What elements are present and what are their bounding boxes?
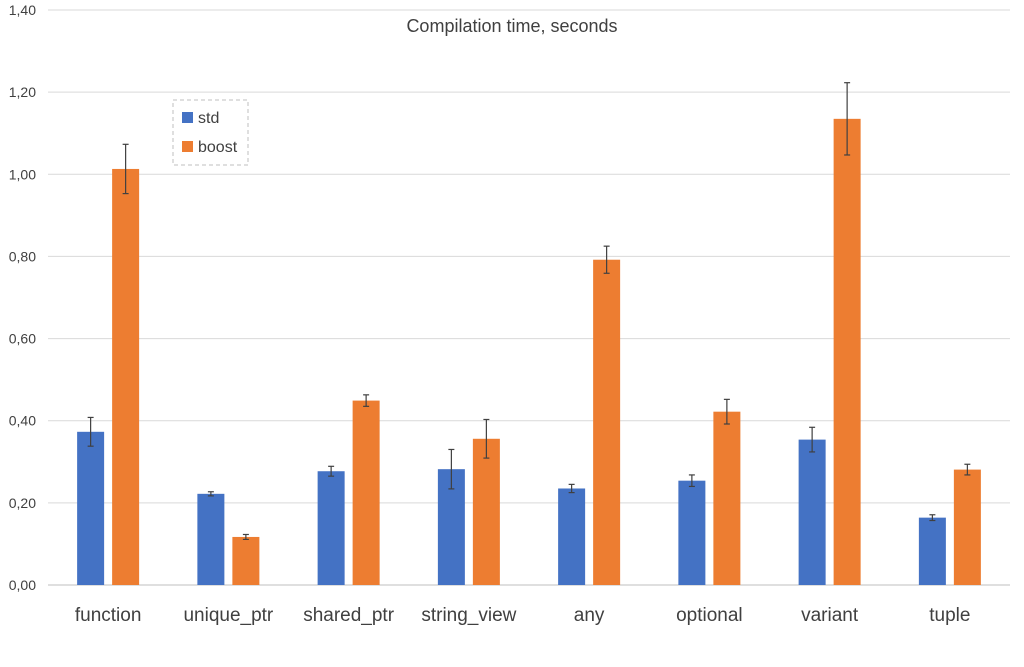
error-bar-std-string_view [448, 448, 455, 490]
bar-std-any [558, 488, 586, 585]
bar-boost-string_view [472, 438, 500, 585]
legend: std boost [172, 99, 249, 166]
error-bar-boost-tuple [964, 463, 971, 476]
y-tick-label: 0,40 [9, 413, 36, 429]
y-tick-label: 1,00 [9, 166, 36, 182]
error-bar-std-shared_ptr [328, 465, 335, 477]
error-bar-boost-unique_ptr [242, 533, 249, 541]
x-category-label: tuple [929, 605, 970, 626]
x-category-label: any [574, 605, 605, 626]
error-bar-boost-shared_ptr [363, 394, 370, 407]
legend-swatch-std [182, 112, 193, 123]
x-category-label: unique_ptr [183, 605, 273, 626]
error-bar-std-optional [688, 474, 695, 488]
chart-title: Compilation time, seconds [406, 16, 617, 36]
error-bar-boost-optional [723, 398, 730, 425]
bar-std-shared_ptr [317, 471, 345, 585]
legend-swatch-boost [182, 141, 193, 152]
error-bar-boost-function [122, 143, 129, 195]
bar-boost-variant [833, 118, 861, 585]
error-bar-boost-string_view [483, 418, 490, 459]
bar-std-tuple [918, 517, 946, 585]
error-bar-std-tuple [929, 514, 936, 522]
y-tick-label: 0,60 [9, 331, 36, 347]
y-tick-label: 1,20 [9, 84, 36, 100]
legend-border [172, 99, 249, 166]
bar-std-function [77, 431, 105, 585]
x-category-label: variant [801, 605, 859, 626]
y-axis-ticks: 0,00 0,20 0,40 0,60 0,80 1,00 1,20 1,40 [9, 2, 36, 593]
bar-std-unique_ptr [197, 493, 225, 585]
x-category-label: string_view [421, 605, 516, 626]
y-tick-label: 0,80 [9, 248, 36, 264]
gridlines [48, 9, 1010, 586]
error-bar-std-variant [809, 426, 816, 453]
bar-boost-shared_ptr [352, 400, 380, 585]
x-category-label: function [75, 605, 142, 626]
y-tick-label: 0,00 [9, 577, 36, 593]
bar-std-optional [678, 480, 706, 585]
bar-std-variant [798, 439, 826, 585]
error-bar-std-any [568, 483, 575, 494]
legend-label-std: std [198, 110, 219, 127]
x-axis-labels: function unique_ptr shared_ptr string_view a… [75, 605, 971, 626]
bars-group [77, 118, 981, 586]
bar-boost-tuple [953, 469, 981, 585]
bar-boost-optional [713, 411, 741, 585]
legend-label-boost: boost [198, 139, 238, 156]
error-bar-boost-variant [844, 82, 851, 156]
error-bars-group [87, 82, 971, 541]
bar-boost-function [112, 168, 140, 586]
y-tick-label: 1,40 [9, 2, 36, 18]
bar-boost-unique_ptr [232, 536, 260, 585]
x-category-label: optional [676, 605, 743, 626]
y-tick-label: 0,20 [9, 495, 36, 511]
bar-boost-any [593, 259, 621, 585]
error-bar-boost-any [603, 245, 610, 274]
error-bar-std-function [87, 416, 94, 447]
error-bar-std-unique_ptr [207, 491, 214, 497]
x-category-label: shared_ptr [303, 605, 395, 626]
